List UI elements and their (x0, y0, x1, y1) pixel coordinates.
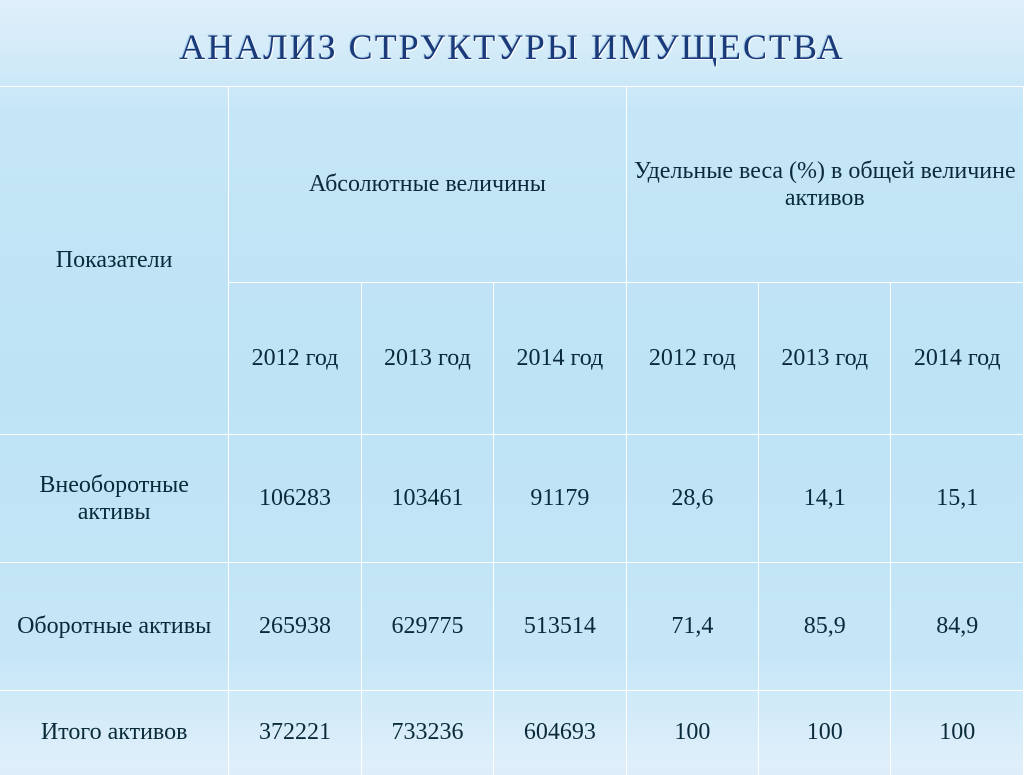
col-header-shares: Удельные веса (%) в общей величине актив… (626, 87, 1023, 283)
page-title: АНАЛИЗ СТРУКТУРЫ ИМУЩЕСТВА (0, 0, 1024, 86)
cell: 372221 (229, 691, 361, 775)
table-row-total: Итого активов 372221 733236 604693 100 1… (0, 691, 1024, 775)
table-row: Внеоборотные активы 106283 103461 91179 … (0, 435, 1024, 563)
row-label: Оборотные активы (0, 563, 229, 691)
assets-table: Показатели Абсолютные величины Удельные … (0, 86, 1024, 775)
col-header-year: 2013 год (759, 283, 891, 435)
cell: 84,9 (891, 563, 1024, 691)
cell: 513514 (494, 563, 626, 691)
cell: 106283 (229, 435, 361, 563)
cell: 604693 (494, 691, 626, 775)
table-row: Оборотные активы 265938 629775 513514 71… (0, 563, 1024, 691)
col-header-year: 2012 год (626, 283, 758, 435)
cell: 100 (626, 691, 758, 775)
col-header-year: 2014 год (891, 283, 1024, 435)
col-header-year: 2014 год (494, 283, 626, 435)
row-label: Итого активов (0, 691, 229, 775)
cell: 85,9 (759, 563, 891, 691)
cell: 100 (891, 691, 1024, 775)
cell: 91179 (494, 435, 626, 563)
cell: 100 (759, 691, 891, 775)
cell: 28,6 (626, 435, 758, 563)
cell: 14,1 (759, 435, 891, 563)
cell: 15,1 (891, 435, 1024, 563)
cell: 629775 (361, 563, 493, 691)
slide: АНАЛИЗ СТРУКТУРЫ ИМУЩЕСТВА Показатели Аб… (0, 0, 1024, 767)
col-header-indicators: Показатели (0, 87, 229, 435)
col-header-year: 2013 год (361, 283, 493, 435)
col-header-absolute: Абсолютные величины (229, 87, 626, 283)
row-label: Внеоборотные активы (0, 435, 229, 563)
cell: 733236 (361, 691, 493, 775)
col-header-year: 2012 год (229, 283, 361, 435)
table-header-row-1: Показатели Абсолютные величины Удельные … (0, 87, 1024, 283)
cell: 265938 (229, 563, 361, 691)
cell: 71,4 (626, 563, 758, 691)
cell: 103461 (361, 435, 493, 563)
